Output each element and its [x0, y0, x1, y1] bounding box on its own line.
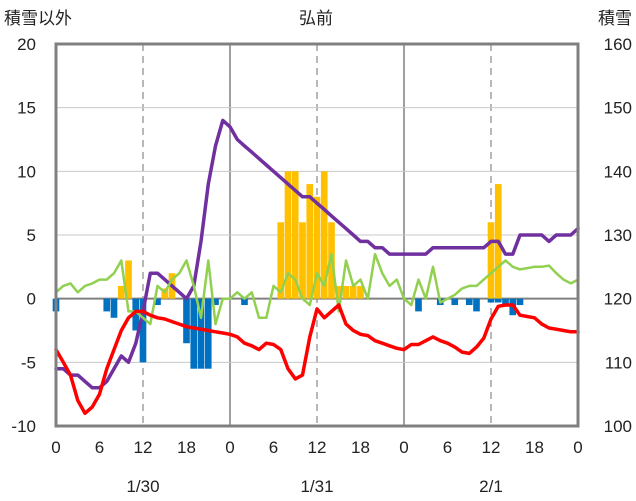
temp_change-bar [190, 298, 198, 369]
temp_change-bar [473, 298, 480, 312]
chart-title: 弘前 [299, 9, 333, 29]
left-tick-label: 20 [17, 35, 36, 54]
right-tick-label: 160 [604, 35, 632, 54]
left-tick-label: -5 [21, 353, 36, 372]
temp_change-bar [212, 298, 219, 306]
temp_change-bar [139, 298, 147, 363]
temp_change-bar [415, 298, 422, 312]
x-axis-ticks: 0 6 12 18 0 6 12 18 0 6 12 18 0 [51, 438, 582, 457]
temp_change-bar [132, 298, 140, 331]
temp_change-bar [204, 298, 212, 369]
snowfall-bar [284, 171, 292, 299]
temp_change-bar [154, 298, 161, 306]
temp_change-bar [103, 298, 111, 312]
snowfall-bar [349, 285, 357, 299]
day-label: 1/31 [300, 477, 333, 496]
x-tick-label: 12 [134, 438, 153, 457]
snowfall-bar [161, 288, 169, 299]
temp_change-bar [183, 298, 190, 344]
snowfall-bar [125, 260, 132, 299]
x-tick-label: 0 [51, 438, 60, 457]
x-tick-label: 0 [225, 438, 234, 457]
plot-frame [54, 42, 580, 428]
x-tick-label: 12 [308, 438, 327, 457]
snowfall-bar [342, 285, 350, 299]
x-tick-label: 0 [573, 438, 582, 457]
right-axis-title: 積雪 [598, 9, 632, 29]
x-tick-label: 18 [525, 438, 544, 457]
temp_change-bar [516, 298, 524, 306]
snowfall-bar [117, 285, 125, 299]
temp_change-bar [494, 298, 502, 303]
x-tick-label: 18 [177, 438, 196, 457]
right-tick-label: 150 [604, 99, 632, 118]
snowfall-bar [487, 222, 495, 299]
snowfall-bar [313, 196, 321, 299]
right-tick-label: 110 [605, 353, 632, 372]
snowfall-bar [291, 171, 299, 299]
right-tick-label: 140 [604, 162, 632, 181]
snowfall-bar [335, 285, 343, 299]
right-axis-ticks: 160 150 140 130 120 110 100 [604, 35, 632, 436]
left-tick-label: 5 [27, 226, 36, 245]
left-tick-label: 15 [17, 99, 36, 118]
x-tick-label: 6 [443, 438, 452, 457]
temp_change-bar [197, 298, 205, 369]
temp_change-bar [502, 298, 509, 306]
temp_change-bar [451, 298, 459, 306]
x-tick-label: 0 [399, 438, 408, 457]
day-label: 2/1 [479, 477, 503, 496]
snowfall-bar [277, 222, 285, 299]
temp_change-bar [487, 298, 495, 303]
left-tick-label: -10 [11, 417, 36, 436]
snowfall-bar [320, 171, 328, 299]
snowfall-bar [357, 285, 364, 299]
x-tick-label: 12 [482, 438, 501, 457]
temperature-line [54, 303, 580, 416]
x-tick-label: 18 [351, 438, 370, 457]
temp_change-bar [465, 298, 473, 306]
snowfall-bar [299, 222, 306, 299]
temp_change-bar [110, 298, 118, 318]
left-tick-label: 0 [27, 290, 36, 309]
x-tick-label: 6 [269, 438, 278, 457]
right-tick-label: 100 [604, 417, 632, 436]
day-labels: 1/30 1/31 2/1 [126, 477, 502, 496]
snowfall-bar [306, 184, 314, 299]
right-tick-label: 130 [604, 226, 632, 245]
temp_change_line-line [54, 252, 580, 326]
x-tick-label: 6 [95, 438, 104, 457]
day-label: 1/30 [126, 477, 159, 496]
temp_change-bar [241, 298, 248, 306]
plot-area [52, 42, 580, 428]
left-axis-ticks: 20 15 10 5 0 -5 -10 [11, 35, 36, 436]
left-axis-title: 積雪以外 [4, 9, 72, 29]
left-tick-label: 10 [17, 162, 36, 181]
snow_depth-line [54, 118, 580, 390]
right-tick-label: 120 [604, 290, 632, 309]
